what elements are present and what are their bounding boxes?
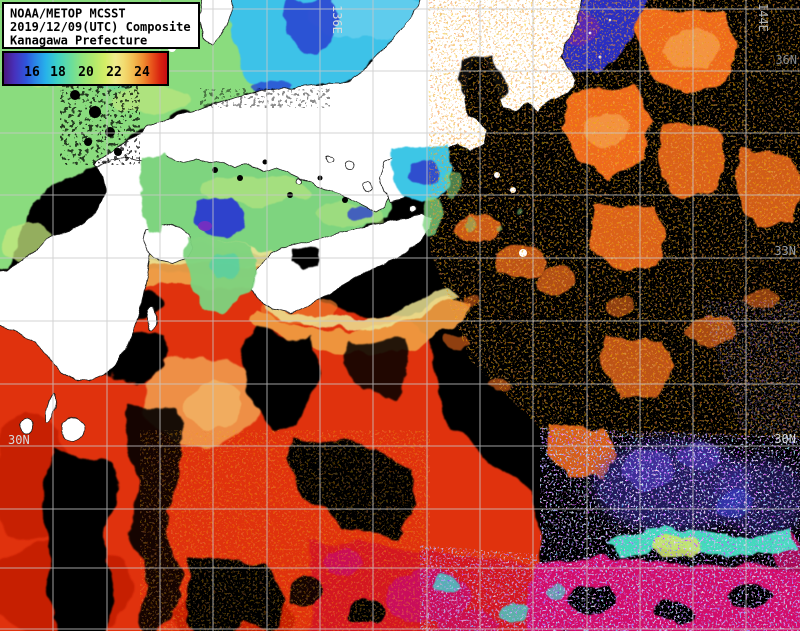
cloud-dot	[237, 175, 243, 181]
title-line-2: 2019/12/09(UTC) Composite	[10, 20, 191, 34]
island-dot	[18, 418, 34, 434]
colorbar-tick-22: 22	[106, 65, 122, 80]
speckle-warm-right	[428, 0, 800, 438]
label-lat-33n: 33N	[774, 244, 796, 258]
island-dot	[295, 177, 303, 185]
land-kunisaki	[143, 223, 193, 265]
longitude-gridlines	[52, 0, 747, 631]
channel-bungo-cyan	[207, 253, 243, 277]
speckle-cool-bottom-center	[420, 545, 548, 631]
speckle-cool-core	[592, 440, 772, 545]
colorbar: 16 18 20 22 24	[2, 51, 169, 86]
title-box-background	[2, 2, 200, 49]
geo-labels: 136E 144E 36N 33N 30N 30N	[8, 3, 797, 447]
island-yakushima	[60, 416, 86, 442]
speckle-cool-edge	[700, 300, 800, 440]
island-thin	[147, 305, 157, 331]
seto-tint-yellow	[200, 176, 310, 204]
island-dot	[410, 205, 418, 213]
cloud-hole	[246, 330, 318, 430]
speckle-black-coast	[200, 88, 330, 108]
colorbar-tick-16: 16	[24, 65, 40, 80]
cloud-dot	[342, 197, 348, 203]
colorbar-tick-20: 20	[78, 65, 94, 80]
label-lat-30n-left: 30N	[8, 433, 30, 447]
red-pale-core-inner	[182, 381, 242, 429]
cloud-hole	[42, 448, 116, 631]
label-lat-36n: 36N	[775, 53, 797, 67]
title-line-3: Kanagawa Prefecture	[10, 34, 147, 48]
colorbar-tick-18: 18	[50, 65, 66, 80]
island-thin	[45, 392, 57, 424]
label-lon-136e: 136E	[330, 5, 344, 34]
label-lat-30n-right: 30N	[774, 432, 796, 446]
island-dot	[325, 155, 333, 163]
island-dot	[345, 161, 355, 171]
colorbar-tick-24: 24	[134, 65, 150, 80]
cloud-dot	[366, 246, 374, 254]
colorbar-gradient	[2, 51, 169, 86]
sea-patch-deepblue	[284, 0, 338, 54]
latitude-gridlines	[0, 8, 800, 630]
seto-patch-purple	[198, 221, 212, 231]
speckle-warm-south	[140, 430, 430, 631]
strait-kanmon	[142, 154, 170, 232]
island-dot	[362, 182, 372, 192]
label-lon-144e: 144E	[756, 3, 770, 32]
land-small-islands	[18, 155, 418, 442]
warm-band-yellow-shikoku	[262, 288, 458, 330]
cloud-dot	[262, 159, 268, 165]
title-box: NOAA/METOP MCSST 2019/12/09(UTC) Composi…	[2, 2, 200, 49]
title-line-1: NOAA/METOP MCSST	[10, 7, 126, 21]
speckle-black-nw	[60, 80, 140, 165]
